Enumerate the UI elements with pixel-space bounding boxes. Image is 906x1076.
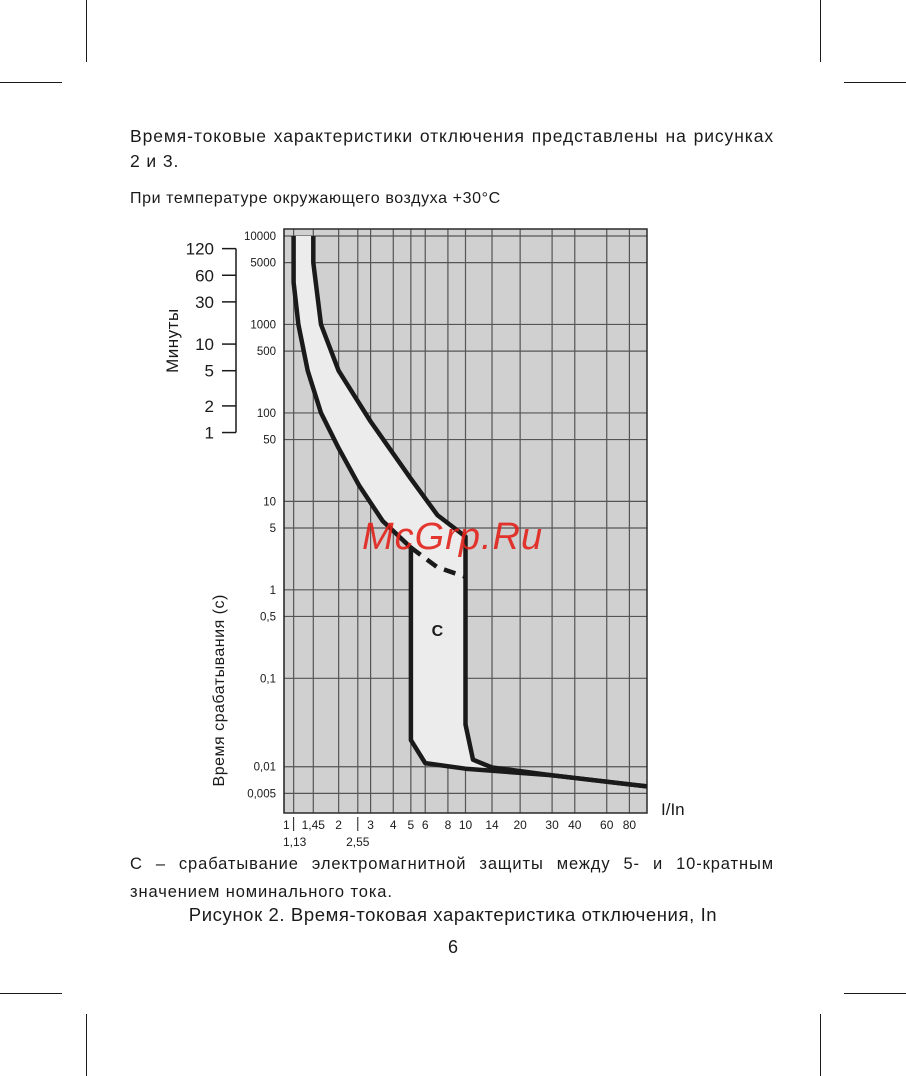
y-tick-label: 0,1 bbox=[260, 673, 276, 685]
dashed-boundary-segment bbox=[409, 545, 467, 580]
y-tick-label: 50 bbox=[263, 435, 276, 447]
intro-text: Время-токовые характеристики отключения … bbox=[130, 126, 774, 171]
x-tick-label: 2,55 bbox=[346, 835, 370, 849]
upper-boundary-curve bbox=[311, 236, 648, 789]
lower-boundary-curve bbox=[291, 236, 648, 789]
crop-mark bbox=[844, 993, 906, 994]
y-tick-label: 5 bbox=[270, 523, 276, 535]
x-tick-label: 10 bbox=[459, 818, 473, 832]
crop-mark bbox=[0, 82, 62, 83]
crop-mark bbox=[86, 0, 87, 62]
y-tick-labels: 10000 5000 1000 500 100 50 10 5 1 0,5 0,1 0,01 0,005 bbox=[244, 231, 276, 800]
minute-tick-label: 1 bbox=[205, 424, 214, 443]
minute-tick-label: 2 bbox=[205, 397, 214, 416]
x-tick-label: 1,45 bbox=[302, 818, 326, 832]
minute-tick-label: 30 bbox=[195, 293, 214, 312]
x-tick-label: 80 bbox=[623, 818, 637, 832]
x-tick-label: 5 bbox=[408, 818, 415, 832]
y-axis-label-seconds: Время срабатывания (с) bbox=[211, 594, 228, 786]
y-tick-label: 5000 bbox=[250, 258, 276, 270]
crop-mark bbox=[86, 1014, 87, 1076]
y-tick-label: 1000 bbox=[250, 319, 276, 331]
x-tick-label: 8 bbox=[445, 818, 452, 832]
x-tick-label: 14 bbox=[485, 818, 499, 832]
plot-frame bbox=[283, 228, 648, 814]
x-tick-label: 30 bbox=[545, 818, 559, 832]
crop-mark bbox=[820, 0, 821, 62]
minute-tick-label: 120 bbox=[186, 240, 214, 259]
zone-label: C bbox=[432, 623, 444, 640]
y-tick-label: 10 bbox=[263, 496, 276, 508]
x-tick-label: 1 bbox=[283, 818, 290, 832]
x-tick-label: 20 bbox=[513, 818, 527, 832]
figure-caption: Рисунок 2. Время-токовая характеристика … bbox=[188, 904, 718, 925]
minute-axis: 120 60 30 10 5 2 1 bbox=[186, 240, 237, 443]
y-tick-label: 0,005 bbox=[247, 788, 276, 800]
y-tick-label: 0,01 bbox=[254, 762, 276, 774]
x-tick-label: 4 bbox=[390, 818, 397, 832]
crop-mark bbox=[844, 82, 906, 83]
page-number: 6 bbox=[447, 937, 458, 957]
x-tick-label: 3 bbox=[367, 818, 374, 832]
footnote: С – срабатывание электромагнитной защиты… bbox=[130, 855, 774, 901]
y-tick-label: 500 bbox=[257, 346, 276, 358]
y-tick-label: 1 bbox=[270, 585, 276, 597]
temperature-note: При температуре окружающего воздуха +30°… bbox=[130, 190, 501, 207]
y-tick-label: 100 bbox=[257, 408, 276, 420]
x-tick-label: 6 bbox=[422, 818, 429, 832]
y-axis-label-minutes: Минуты bbox=[163, 308, 182, 373]
minute-tick-label: 10 bbox=[195, 335, 214, 354]
x-tick-label: 40 bbox=[568, 818, 582, 832]
y-tick-label: 10000 bbox=[244, 231, 276, 243]
crop-mark bbox=[0, 993, 62, 994]
x-tick-label: 60 bbox=[600, 818, 614, 832]
y-tick-label: 0,5 bbox=[260, 611, 276, 623]
watermark: McGrp.Ru bbox=[362, 516, 544, 558]
x-axis-label: I/In bbox=[661, 800, 685, 819]
crop-mark bbox=[820, 1014, 821, 1076]
minute-tick-label: 5 bbox=[205, 362, 214, 381]
x-tick-labels: 1 1,13 1,45 2 2,55 3 4 5 6 8 10 14 20 30 40 60 80 bbox=[283, 817, 636, 849]
x-tick-label: 2 bbox=[335, 818, 342, 832]
minute-tick-label: 60 bbox=[195, 266, 214, 285]
x-tick-label: 1,13 bbox=[283, 835, 307, 849]
